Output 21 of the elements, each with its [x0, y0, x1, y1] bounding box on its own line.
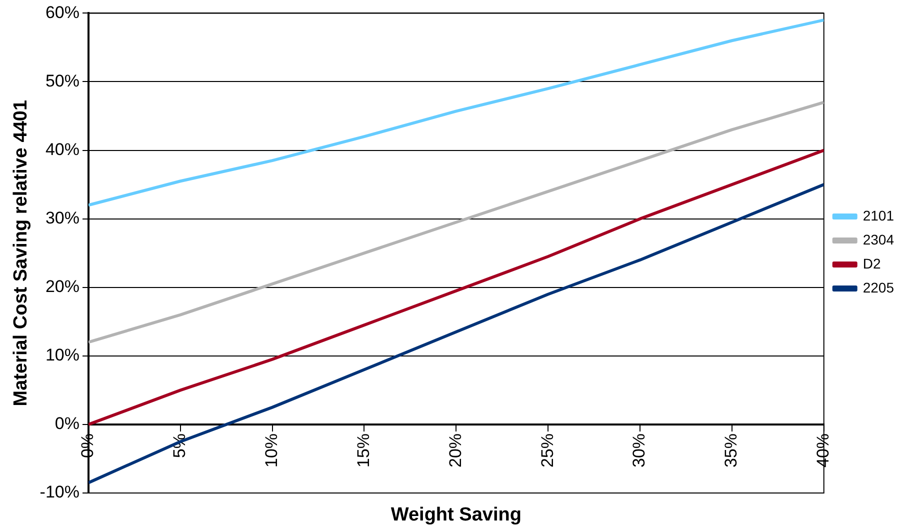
- x-tick-label: 15%: [354, 433, 373, 468]
- x-tick-label: 40%: [814, 433, 833, 468]
- y-axis-title: Material Cost Saving relative 4401: [10, 100, 32, 406]
- legend-label: 2205: [862, 279, 894, 296]
- y-tick-label: 40%: [45, 140, 80, 159]
- x-axis-title: Weight Saving: [390, 504, 522, 526]
- legend-label: 2101: [862, 207, 894, 224]
- y-tick-label: -10%: [40, 482, 80, 502]
- x-tick-label: 30%: [630, 433, 649, 468]
- x-tick-label: 35%: [722, 433, 741, 468]
- y-tick-label: 30%: [45, 208, 80, 228]
- y-tick-label: 10%: [45, 346, 80, 365]
- y-tick-label: 60%: [45, 2, 80, 22]
- x-tick-label: 20%: [446, 433, 465, 468]
- legend-label: 2304: [862, 231, 894, 248]
- y-tick-label: 0%: [54, 414, 80, 434]
- y-tick-label: 20%: [45, 277, 80, 296]
- x-tick-label: 25%: [538, 433, 557, 468]
- y-tick-label: 50%: [45, 71, 80, 90]
- legend-label: D2: [862, 255, 881, 272]
- x-tick-label: 10%: [262, 433, 282, 468]
